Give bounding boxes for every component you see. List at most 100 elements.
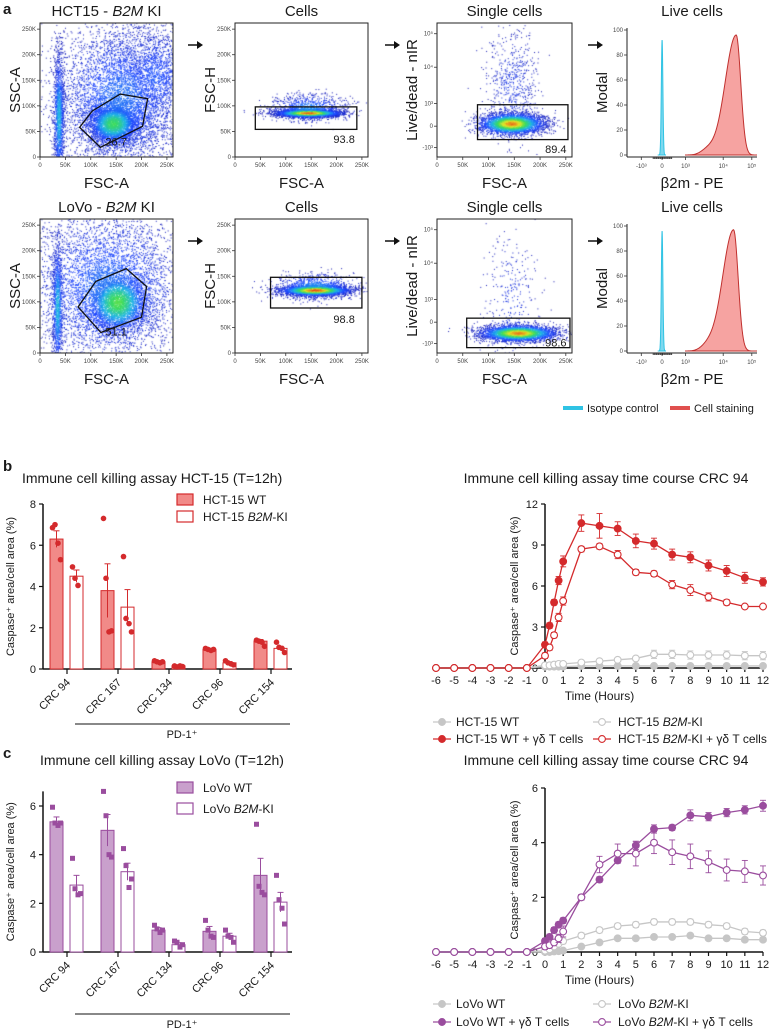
data-point (650, 917, 658, 926)
x-tick-label: 200K (533, 163, 547, 169)
x-tick-label: 6 (651, 959, 657, 971)
data-point (225, 933, 231, 939)
y-tick-label: 3 (532, 622, 538, 634)
legend-marker (438, 735, 446, 743)
data-point (522, 948, 531, 956)
data-point (160, 927, 165, 933)
data-point (205, 927, 211, 933)
legend-label: HCT-15 B2M-KI + γδ T cells (618, 732, 767, 746)
data-point (282, 921, 287, 927)
y-tick-label: 0 (430, 124, 434, 130)
data-point (129, 876, 134, 882)
legend-label: LoVo B2M-KI (618, 997, 689, 1011)
flow-y-axis-label: Live/dead - nIR (404, 235, 421, 337)
y-tick-label: 80 (616, 249, 623, 255)
data-point (595, 860, 604, 869)
data-point (154, 926, 160, 932)
y-tick-label: 0 (228, 155, 232, 161)
x-tick-label: 10⁵ (747, 163, 757, 170)
x-tick-label: 150K (109, 163, 123, 169)
x-axis-label: Time (Hours) (565, 973, 635, 987)
flow-plot-title: Live cells (661, 199, 723, 216)
x-tick-label: 100K (279, 163, 293, 169)
y-axis-label: Caspase⁺ area/cell area (%) (5, 517, 17, 656)
y-tick-label: 2 (30, 898, 36, 910)
flow-plot-title: HCT15 - B2M KI (51, 3, 161, 20)
x-tick-label: 7 (669, 959, 675, 971)
x-tick-label: -1 (522, 675, 532, 687)
y-tick-label: 20 (616, 128, 623, 134)
flow-x-axis-label: FSC-A (482, 371, 527, 388)
bar (120, 871, 135, 953)
gate-percentage: 98.8 (333, 314, 354, 326)
data-point (704, 561, 713, 570)
legend-marker (438, 718, 446, 726)
data-point (281, 649, 288, 656)
data-point (650, 933, 658, 941)
data-point (228, 934, 234, 940)
flow-y-axis-label: Modal (594, 72, 611, 113)
data-point (686, 811, 695, 820)
arrow-icon (197, 41, 203, 49)
data-point (55, 540, 61, 546)
y-tick-label: 0 (30, 947, 36, 959)
x-tick-label: 9 (705, 675, 711, 687)
x-axis-label: Time (Hours) (565, 689, 635, 703)
x-tick-label: 150K (304, 163, 318, 169)
y-tick-label: 50K (220, 325, 231, 331)
y-tick-label: 10⁴ (424, 260, 434, 267)
y-tick-label: 6 (30, 540, 36, 552)
y-tick-label: 250K (217, 223, 231, 229)
gate-rectangle (476, 104, 569, 141)
data-point (650, 650, 658, 659)
data-point (704, 812, 713, 821)
y-tick-label: 50K (25, 325, 36, 331)
data-point (545, 643, 554, 652)
data-point (686, 852, 695, 861)
data-point (759, 935, 767, 944)
x-tick-label: 0 (435, 163, 439, 169)
y-tick-label: 50K (25, 129, 36, 135)
data-point (211, 934, 216, 940)
legend-label: HCT-15 WT (456, 715, 520, 729)
legend-label: HCT-15 B2M-KI (618, 715, 703, 729)
x-tick-label: 0 (38, 163, 42, 169)
x-tick-label: 0 (38, 359, 42, 365)
data-point (650, 539, 658, 548)
data-point (203, 917, 208, 923)
y-tick-label: 6 (532, 581, 538, 593)
bar-chart-title: Immune cell killing assay HCT-15 (T=12h) (22, 470, 282, 486)
data-point (223, 927, 228, 933)
data-point (78, 891, 83, 897)
flow-y-axis-label: FSC-H (202, 67, 219, 113)
data-point (704, 934, 713, 943)
data-point (740, 805, 749, 814)
data-point (686, 931, 695, 940)
legend-label: LoVo WT + γδ T cells (456, 1015, 569, 1029)
data-point (486, 664, 495, 672)
data-point (613, 849, 622, 858)
flow-plot-title: Cells (285, 3, 318, 20)
data-point (631, 536, 640, 545)
category-label: CRC 94 (37, 677, 73, 713)
data-point (262, 892, 267, 898)
category-label: CRC 167 (84, 960, 124, 1000)
x-tick-label: 2 (578, 959, 584, 971)
legend-marker (598, 718, 606, 726)
x-tick-label: 10⁴ (719, 359, 729, 366)
data-point (128, 629, 135, 635)
x-tick-label: 150K (507, 359, 521, 365)
data-point (554, 613, 563, 622)
data-point (577, 658, 586, 667)
category-label: CRC 154 (237, 677, 277, 717)
x-tick-label: 50K (60, 163, 71, 169)
x-tick-label: 0 (233, 359, 237, 365)
legend-label: LoVo WT (456, 997, 506, 1011)
flow-y-axis-label: SSC-A (7, 263, 24, 309)
data-point (159, 658, 166, 665)
x-tick-label: 8 (687, 675, 693, 687)
x-tick-label: 250K (559, 359, 573, 365)
legend-marker (438, 1000, 446, 1008)
data-point (759, 651, 767, 660)
data-point (545, 933, 554, 941)
